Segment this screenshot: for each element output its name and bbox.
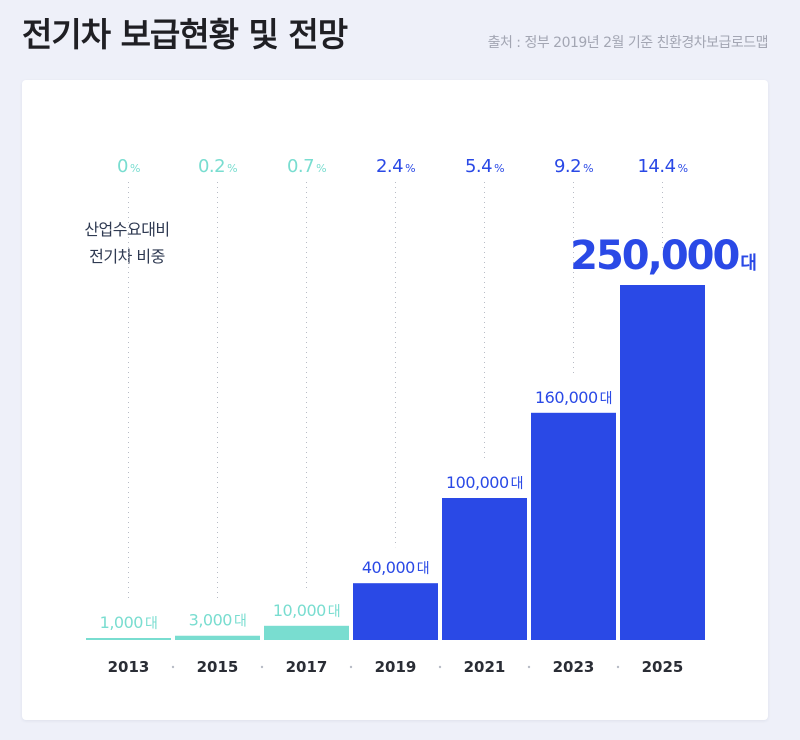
value-label-2017: 10,000 대 xyxy=(273,601,340,620)
share-label-2013: 0% xyxy=(117,156,140,177)
tick-separator xyxy=(349,665,353,669)
share-label-2023: 9.2% xyxy=(554,156,593,177)
tick-separator xyxy=(527,665,531,669)
share-label-2015: 0.2% xyxy=(198,156,237,177)
bar-2017 xyxy=(264,625,349,640)
tick-separator xyxy=(260,665,264,669)
value-label-2013: 1,000 대 xyxy=(100,613,158,632)
tick-separator xyxy=(438,665,442,669)
value-label-2023: 160,000 대 xyxy=(535,388,612,407)
value-label-2025: 250,000 대 xyxy=(570,233,756,279)
bar-2023 xyxy=(531,412,616,640)
bar-2019 xyxy=(353,583,438,640)
source-note: 출처 : 정부 2019년 2월 기준 친환경차보급로드맵 xyxy=(487,35,769,51)
x-tick-label: 2023 xyxy=(553,658,595,676)
tick-separator xyxy=(616,665,620,669)
x-tick-label: 2015 xyxy=(197,658,239,676)
share-label: 산업수요대비 전기차 비중 xyxy=(72,216,182,270)
value-label-2021: 100,000 대 xyxy=(446,473,523,492)
share-label-line-1: 산업수요대비 xyxy=(84,220,170,239)
x-tick-label: 2021 xyxy=(464,658,506,676)
page-title: 전기차 보급현황 및 전망 xyxy=(22,15,348,54)
tick-separator xyxy=(171,665,175,669)
value-label-2019: 40,000 대 xyxy=(362,558,429,577)
x-tick-label: 2017 xyxy=(286,658,328,676)
share-label-line-2: 전기차 비중 xyxy=(89,247,165,266)
share-label-2017: 0.7% xyxy=(287,156,326,177)
chart-card: 산업수요대비 전기차 비중 1,000 대 0% 2013 3,000 대 0.2% 2015… xyxy=(22,80,768,720)
x-tick-label: 2013 xyxy=(108,658,150,676)
value-label-2015: 3,000 대 xyxy=(189,611,247,630)
bar-2015 xyxy=(175,635,260,640)
bar-2021 xyxy=(442,498,527,640)
share-label-2019: 2.4% xyxy=(376,156,415,177)
x-tick-label: 2019 xyxy=(375,658,417,676)
bar-2025 xyxy=(620,285,705,640)
bar-2013 xyxy=(86,638,171,640)
ev-bar-chart: 1,000 대 0 % 2013 3,000 대 0.2 % 2015 10,000 대 0.7 % 201… xyxy=(86,156,758,676)
share-label-2025: 14.4% xyxy=(637,156,687,177)
share-label-2021: 5.4% xyxy=(465,156,504,177)
x-tick-label: 2025 xyxy=(642,658,684,676)
